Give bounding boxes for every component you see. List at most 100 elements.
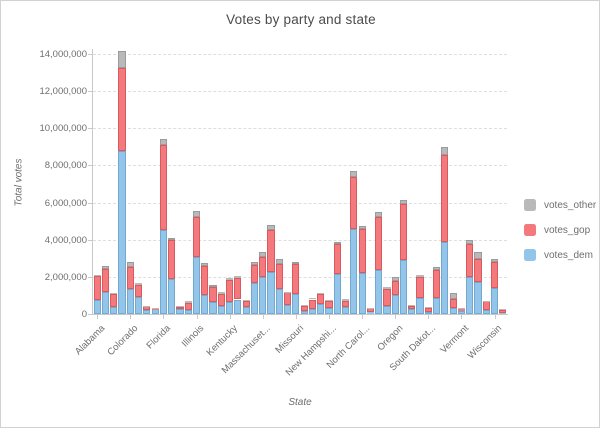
bar-Montana-votes_dem[interactable] [300, 310, 308, 314]
bar-Ohio-votes_other[interactable] [375, 211, 383, 217]
bar-New Mexico-votes_gop[interactable] [341, 300, 350, 307]
bar-Rhode Island-votes_gop[interactable] [408, 305, 416, 310]
bar-Louisiana-votes_gop[interactable] [234, 277, 242, 300]
bar-Texas-votes_other[interactable] [441, 147, 449, 155]
bar-Oklahoma-votes_gop[interactable] [383, 288, 391, 307]
bar-Florida-votes_other[interactable] [159, 139, 167, 145]
bar-Nevada-votes_gop[interactable] [317, 294, 325, 304]
bar-Delaware-votes_dem[interactable] [143, 309, 151, 314]
bar-Wisconsin-votes_gop[interactable] [490, 262, 499, 289]
bar-District of Columbia-votes_dem[interactable] [151, 308, 159, 314]
bar-District of Columbia-votes_other[interactable] [151, 308, 159, 309]
bar-Oklahoma-votes_other[interactable] [383, 287, 391, 289]
bar-Hawaii-votes_other[interactable] [176, 306, 184, 307]
bar-Pennsylvania-votes_other[interactable] [399, 200, 408, 205]
bar-Oklahoma-votes_dem[interactable] [383, 306, 391, 314]
bar-Texas-votes_dem[interactable] [441, 241, 449, 314]
bar-Georgia-votes_other[interactable] [168, 237, 176, 241]
bar-Maine-votes_dem[interactable] [242, 307, 250, 314]
bar-Nevada-votes_dem[interactable] [317, 303, 325, 314]
bar-Arkansas-votes_dem[interactable] [110, 306, 118, 314]
bar-New Jersey-votes_dem[interactable] [333, 274, 341, 314]
bar-Massachusetts-votes_other[interactable] [259, 252, 267, 257]
bar-Montana-votes_gop[interactable] [300, 305, 308, 311]
legend-item-votes_other[interactable]: votes_other [524, 199, 596, 211]
bar-Kentucky-votes_gop[interactable] [226, 279, 234, 303]
bar-Minnesota-votes_gop[interactable] [275, 264, 283, 289]
legend-item-votes_gop[interactable]: votes_gop [524, 224, 596, 236]
bar-Washington-votes_dem[interactable] [474, 281, 482, 314]
bar-Oregon-votes_gop[interactable] [391, 280, 399, 296]
bar-Iowa-votes_other[interactable] [209, 284, 217, 287]
bar-Tennessee-votes_gop[interactable] [433, 269, 441, 298]
bar-Virginia-votes_gop[interactable] [466, 244, 474, 278]
bar-Vermont-votes_dem[interactable] [457, 310, 466, 314]
bar-California-votes_gop[interactable] [118, 68, 126, 152]
bar-Washington-votes_gop[interactable] [474, 258, 482, 282]
bar-Maine-votes_other[interactable] [242, 300, 250, 302]
bar-New York-votes_gop[interactable] [350, 177, 358, 230]
bar-South Carolina-votes_other[interactable] [416, 274, 424, 277]
bar-Tennessee-votes_other[interactable] [433, 267, 441, 270]
bar-Maine-votes_gop[interactable] [242, 301, 250, 308]
bar-Arkansas-votes_gop[interactable] [110, 294, 118, 307]
bar-Alabama-votes_dem[interactable] [93, 300, 101, 314]
bar-Nebraska-votes_other[interactable] [308, 298, 316, 300]
bar-Rhode Island-votes_dem[interactable] [408, 309, 416, 314]
bar-Ohio-votes_dem[interactable] [375, 269, 383, 314]
bar-Florida-votes_dem[interactable] [159, 230, 167, 314]
bar-West Virginia-votes_other[interactable] [482, 300, 490, 302]
bar-Oregon-votes_dem[interactable] [391, 295, 399, 314]
bar-Massachusetts-votes_dem[interactable] [259, 276, 267, 314]
bar-Kansas-votes_gop[interactable] [217, 293, 225, 307]
bar-Idaho-votes_dem[interactable] [184, 310, 192, 314]
bar-New Mexico-votes_dem[interactable] [341, 306, 350, 314]
bar-Idaho-votes_gop[interactable] [184, 302, 192, 311]
bar-New Jersey-votes_gop[interactable] [333, 244, 341, 275]
bar-Kentucky-votes_other[interactable] [226, 278, 234, 280]
bar-Pennsylvania-votes_dem[interactable] [399, 259, 408, 314]
bar-North Carolina-votes_dem[interactable] [358, 273, 366, 314]
bar-Illinois-votes_other[interactable] [192, 211, 201, 217]
bar-Wyoming-votes_gop[interactable] [499, 309, 507, 313]
bar-Colorado-votes_gop[interactable] [126, 266, 134, 290]
bar-New Hampshire-votes_other[interactable] [325, 300, 333, 302]
bar-Pennsylvania-votes_gop[interactable] [399, 204, 408, 260]
bar-Utah-votes_dem[interactable] [449, 308, 457, 314]
bar-North Dakota-votes_other[interactable] [366, 307, 374, 309]
bar-Nebraska-votes_gop[interactable] [308, 299, 316, 309]
bar-South Dakota-votes_gop[interactable] [424, 307, 432, 312]
bar-Arizona-votes_gop[interactable] [101, 269, 109, 293]
bar-Alabama-votes_gop[interactable] [93, 275, 101, 301]
bar-Colorado-votes_dem[interactable] [126, 289, 134, 314]
bar-Mississippi-votes_dem[interactable] [283, 304, 292, 314]
bar-Michigan-votes_gop[interactable] [267, 229, 275, 272]
bar-New Hampshire-votes_gop[interactable] [325, 301, 333, 308]
bar-Illinois-votes_dem[interactable] [192, 256, 201, 314]
bar-Wyoming-votes_dem[interactable] [499, 312, 507, 314]
bar-New Mexico-votes_other[interactable] [341, 299, 350, 301]
bar-Maryland-votes_gop[interactable] [250, 265, 259, 283]
bar-Indiana-votes_gop[interactable] [201, 265, 209, 295]
bar-Missouri-votes_gop[interactable] [292, 264, 300, 295]
bar-Louisiana-votes_other[interactable] [234, 276, 242, 278]
bar-New York-votes_other[interactable] [350, 170, 358, 178]
bar-Maryland-votes_dem[interactable] [250, 282, 259, 314]
bar-Colorado-votes_other[interactable] [126, 262, 134, 267]
bar-Tennessee-votes_dem[interactable] [433, 297, 441, 314]
bar-Washington-votes_other[interactable] [474, 252, 482, 259]
bar-Minnesota-votes_other[interactable] [275, 259, 283, 265]
bar-Maryland-votes_other[interactable] [250, 262, 259, 266]
bar-Georgia-votes_gop[interactable] [168, 240, 176, 280]
bar-North Dakota-votes_dem[interactable] [366, 312, 374, 314]
bar-Florida-votes_gop[interactable] [159, 144, 167, 231]
bar-West Virginia-votes_dem[interactable] [482, 310, 490, 314]
bar-Georgia-votes_dem[interactable] [168, 279, 176, 314]
bar-South Dakota-votes_other[interactable] [424, 307, 432, 308]
bar-Wisconsin-votes_dem[interactable] [490, 288, 499, 314]
bar-Mississippi-votes_gop[interactable] [283, 291, 292, 305]
bar-South Dakota-votes_dem[interactable] [424, 311, 432, 314]
bar-Hawaii-votes_dem[interactable] [176, 309, 184, 314]
bar-Vermont-votes_gop[interactable] [457, 308, 466, 311]
bar-Arkansas-votes_other[interactable] [110, 293, 118, 295]
